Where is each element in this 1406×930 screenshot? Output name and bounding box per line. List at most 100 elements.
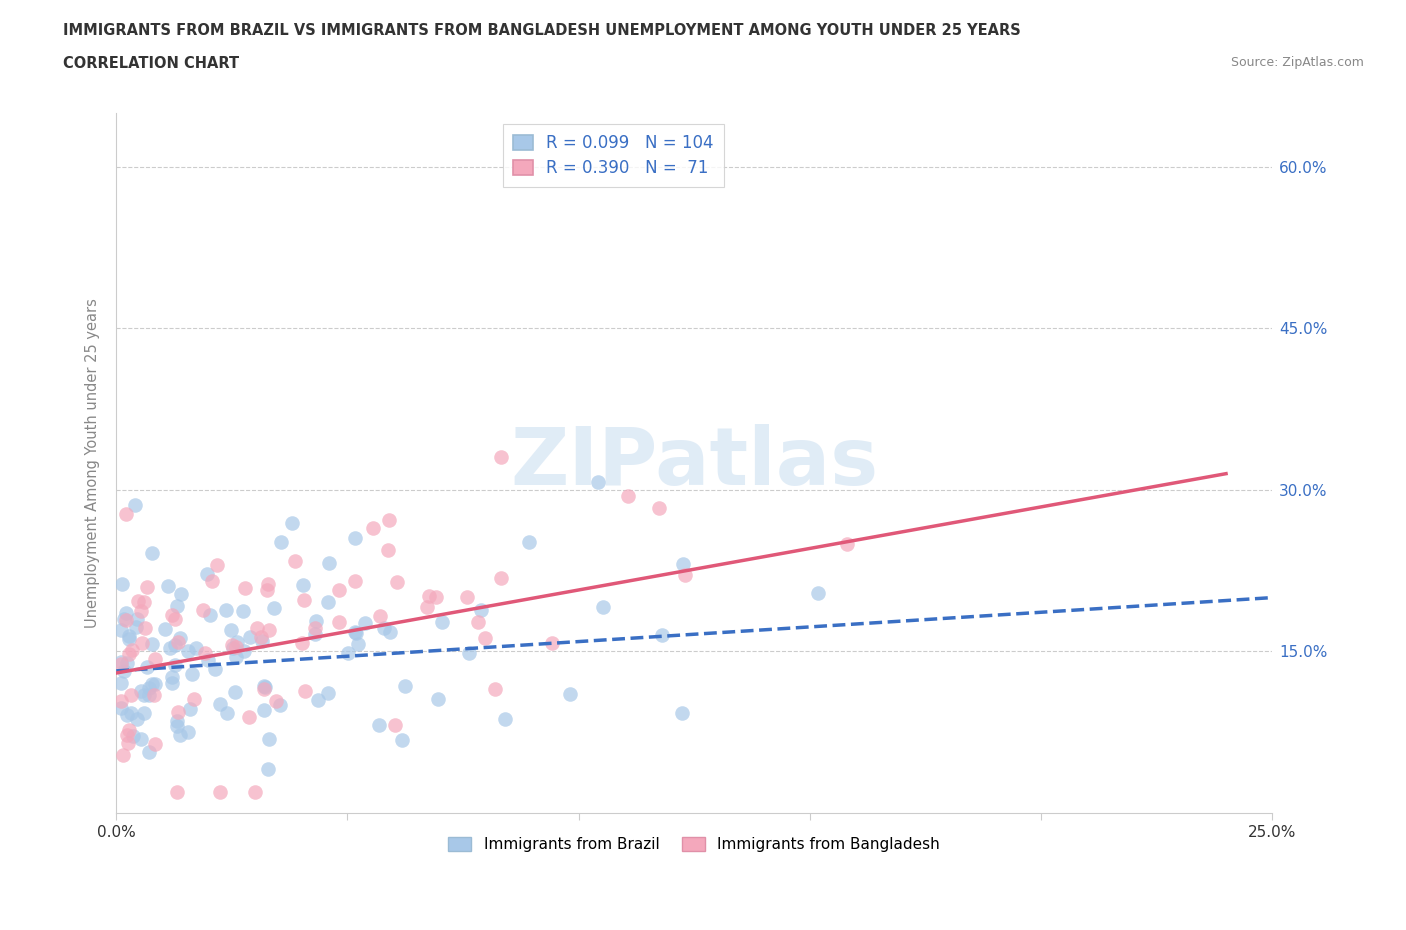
Point [328,615,350,630]
Point [494,711,516,726]
Point [647,500,669,515]
Point [425,590,447,604]
Point [225,640,247,655]
Point [129,732,152,747]
Point [120,687,142,702]
Point [166,714,188,729]
Point [132,687,155,702]
Point [112,664,135,679]
Point [235,581,257,596]
Point [224,684,246,699]
Point [167,634,190,649]
Text: Source: ZipAtlas.com: Source: ZipAtlas.com [1230,56,1364,69]
Point [250,630,273,644]
Point [253,680,276,695]
Point [391,732,413,747]
Legend: Immigrants from Brazil, Immigrants from Bangladesh: Immigrants from Brazil, Immigrants from … [443,830,946,858]
Point [344,626,367,641]
Point [143,652,166,667]
Point [122,728,145,743]
Point [292,592,315,607]
Text: CORRELATION CHART: CORRELATION CHART [63,56,239,71]
Point [112,611,135,626]
Point [560,686,582,701]
Point [238,710,260,724]
Point [110,694,132,709]
Point [239,629,262,644]
Point [177,725,200,740]
Point [208,697,231,711]
Point [110,623,132,638]
Point [484,682,506,697]
Point [394,678,416,693]
Point [259,732,281,747]
Point [284,553,307,568]
Point [225,650,247,665]
Point [183,692,205,707]
Point [222,641,245,656]
Point [197,653,219,668]
Point [184,640,207,655]
Point [121,643,143,658]
Point [256,762,278,777]
Point [135,579,157,594]
Point [458,646,481,661]
Point [115,656,138,671]
Point [316,685,339,700]
Point [169,728,191,743]
Point [114,507,136,522]
Text: IMMIGRANTS FROM BRAZIL VS IMMIGRANTS FROM BANGLADESH UNEMPLOYMENT AMONG YOUTH UN: IMMIGRANTS FROM BRAZIL VS IMMIGRANTS FRO… [63,23,1021,38]
Point [110,700,132,715]
Point [169,631,191,645]
Point [115,605,138,620]
Point [316,594,339,609]
Point [117,723,139,737]
Point [215,705,238,720]
Point [163,638,186,653]
Point [344,573,367,588]
Point [233,644,256,658]
Point [304,627,326,642]
Point [474,631,496,645]
Point [253,679,276,694]
Point [470,603,492,618]
Point [517,535,540,550]
Point [117,646,139,661]
Point [361,521,384,536]
Point [467,615,489,630]
Point [378,512,401,527]
Point [111,577,134,591]
Point [430,614,453,629]
Point [257,577,280,591]
Point [118,629,141,644]
Point [125,619,148,634]
Point [160,670,183,684]
Point [304,620,326,635]
Point [162,607,184,622]
Point [219,622,242,637]
Point [207,558,229,573]
Text: ZIPatlas: ZIPatlas [510,424,879,502]
Point [837,537,859,551]
Point [117,736,139,751]
Point [294,684,316,698]
Point [166,784,188,799]
Point [129,684,152,698]
Point [194,645,217,660]
Point [291,636,314,651]
Point [672,556,695,571]
Point [135,659,157,674]
Point [143,737,166,751]
Point [176,644,198,658]
Point [416,599,439,614]
Point [253,703,276,718]
Point [159,641,181,656]
Point [377,542,399,557]
Point [141,546,163,561]
Point [651,627,673,642]
Point [269,698,291,712]
Point [328,583,350,598]
Point [592,599,614,614]
Point [489,450,512,465]
Point [125,711,148,726]
